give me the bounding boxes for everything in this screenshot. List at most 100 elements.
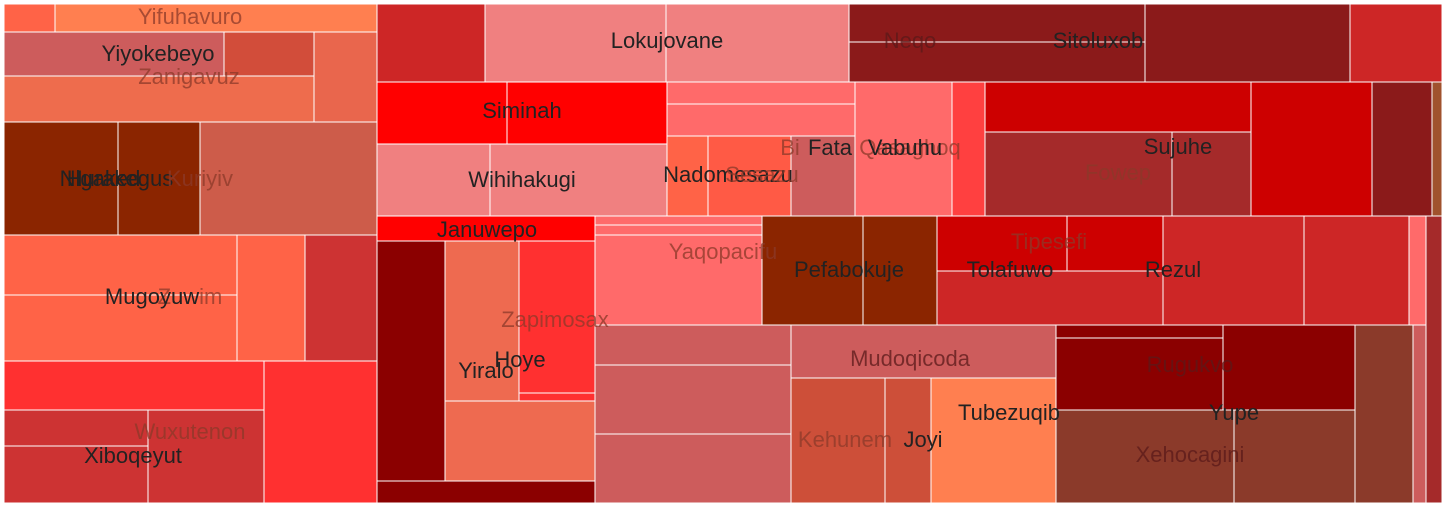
tile-label: Tipesefi [1011, 229, 1087, 254]
tile[interactable] [1162, 215, 1305, 326]
tile[interactable] [1431, 81, 1443, 217]
tile[interactable] [1408, 215, 1427, 326]
tile[interactable] [444, 240, 520, 402]
tile[interactable] [236, 234, 306, 362]
tile-label: Zanigavuz [138, 64, 240, 89]
tile[interactable] [951, 81, 986, 217]
tile-label: Tolafuwo [967, 257, 1054, 282]
tile[interactable] [936, 215, 1068, 272]
tile[interactable] [484, 3, 667, 83]
tile-label: Rugukvo [1147, 352, 1234, 377]
tile-label: Xehocagini [1136, 442, 1245, 467]
tile[interactable] [506, 81, 668, 145]
tile[interactable] [3, 31, 225, 77]
tile[interactable] [1371, 81, 1433, 217]
tile-label: Yiyokebeyo [102, 41, 215, 66]
tile[interactable] [790, 377, 886, 504]
tile[interactable] [3, 409, 149, 447]
tile[interactable] [594, 324, 792, 366]
tile-label: Fowep [1085, 160, 1151, 185]
tile[interactable] [3, 75, 315, 123]
treemap-rects [3, 3, 1443, 504]
tile-label: Yiralo [458, 358, 513, 383]
tile[interactable] [1349, 3, 1443, 83]
tile[interactable] [790, 324, 1057, 379]
tile-label: Kuriyiv [167, 166, 233, 191]
tile-label: Januwepo [437, 217, 537, 242]
tile[interactable] [1412, 324, 1427, 504]
tile[interactable] [666, 103, 856, 137]
tile[interactable] [304, 234, 378, 362]
tile-label: Joyi [903, 427, 942, 452]
tile[interactable] [984, 81, 1252, 133]
tile-label: Kehunem [798, 427, 892, 452]
tile-label: Bi [780, 135, 800, 160]
tile[interactable] [1222, 324, 1356, 411]
tile-label: Siminah [482, 98, 561, 123]
tile[interactable] [1144, 3, 1351, 83]
tile[interactable] [3, 294, 238, 362]
tile-label: Wihihakugi [468, 167, 576, 192]
tile[interactable] [1233, 409, 1356, 504]
tile[interactable] [1425, 215, 1443, 504]
tile-label: Sitoluxob [1053, 28, 1144, 53]
tile-label: Nlgaked [60, 166, 141, 191]
tile[interactable] [489, 143, 668, 217]
tile[interactable] [1354, 324, 1414, 504]
tile[interactable] [790, 135, 856, 217]
tile-label: Fata [808, 135, 853, 160]
tile-label: Yifuhavuro [138, 4, 242, 29]
tile[interactable] [444, 400, 596, 482]
tile-label: Vabuhu [868, 135, 942, 160]
tile[interactable] [518, 392, 596, 402]
tile[interactable] [3, 3, 56, 33]
tile[interactable] [594, 234, 763, 326]
tile[interactable] [665, 3, 850, 83]
tile[interactable] [54, 3, 378, 33]
tile[interactable] [1055, 337, 1224, 411]
tile-label: Wuxutenon [135, 419, 246, 444]
tile[interactable] [936, 270, 1164, 326]
tile-label: Zapimosax [501, 307, 609, 332]
tile-label: Lokujovane [611, 28, 724, 53]
tile-label: Tubezuqib [958, 400, 1060, 425]
tile-label: Sesazu [725, 162, 798, 187]
tile[interactable] [3, 360, 265, 411]
tile-label: Qasaghoq [859, 135, 961, 160]
tile[interactable] [1303, 215, 1410, 326]
tile[interactable] [761, 215, 864, 326]
tile-label: Hoye [494, 347, 545, 372]
tile-label: Hurakegus [67, 166, 173, 191]
tile-label: Nadomesazu [663, 162, 793, 187]
tile[interactable] [376, 81, 508, 145]
tile[interactable] [666, 81, 856, 105]
tile-label: Zuwim [158, 284, 223, 309]
tile[interactable] [594, 364, 792, 435]
tile-label: Xiboqeyut [84, 443, 182, 468]
tile[interactable] [313, 31, 378, 123]
tile-label: Sujuhe [1144, 134, 1213, 159]
tile[interactable] [3, 445, 149, 504]
tile[interactable] [594, 215, 763, 226]
tile-label: Yupe [1209, 400, 1259, 425]
tile[interactable] [1055, 324, 1224, 339]
tile[interactable] [376, 3, 486, 83]
tile[interactable] [1171, 131, 1252, 217]
tile-label: Rezul [1145, 257, 1201, 282]
tile[interactable] [117, 121, 201, 236]
tile[interactable] [594, 224, 763, 236]
tile-label: Mugoyuw [105, 284, 199, 309]
tile[interactable] [376, 480, 596, 504]
tile[interactable] [930, 377, 1057, 504]
tile[interactable] [376, 240, 446, 482]
tile[interactable] [3, 234, 238, 296]
tile[interactable] [1055, 409, 1235, 504]
tile[interactable] [594, 433, 792, 504]
tile[interactable] [1250, 81, 1373, 217]
tile[interactable] [263, 360, 378, 504]
tile-label: Pefabokuje [794, 257, 904, 282]
tile[interactable] [147, 409, 265, 504]
tile-label: Neqo [884, 28, 937, 53]
